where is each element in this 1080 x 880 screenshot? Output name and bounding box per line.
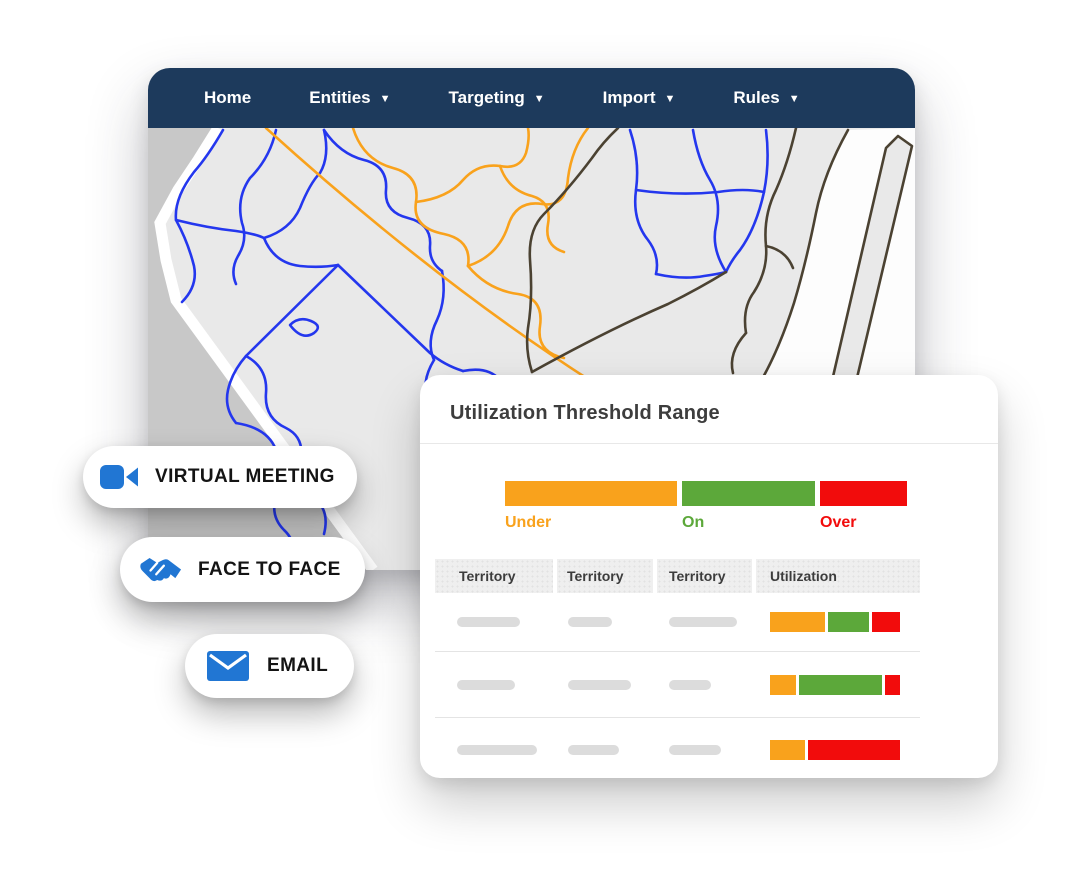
threshold-bar-over (820, 481, 907, 506)
nav-item-targeting[interactable]: Targeting ▼ (449, 88, 545, 108)
chevron-down-icon: ▼ (533, 92, 545, 105)
territory-cell (657, 744, 752, 755)
territory-cell (657, 617, 752, 627)
column-header-territory: Territory (435, 559, 553, 593)
territory-cell (557, 617, 653, 627)
utilization-segment-under (770, 612, 825, 632)
table-row[interactable] (435, 593, 920, 652)
threshold-segment-over: Over (820, 481, 907, 532)
chevron-down-icon: ▼ (664, 92, 676, 105)
nav-item-rules[interactable]: Rules ▼ (733, 88, 799, 108)
handshake-icon (140, 554, 182, 585)
territory-placeholder (457, 744, 537, 755)
utilization-table: Territory Territory Territory Utilization (435, 559, 920, 781)
nav-item-entities[interactable]: Entities ▼ (309, 88, 390, 108)
territory-placeholder (568, 617, 612, 627)
territory-cell (557, 679, 653, 690)
nav-item-import[interactable]: Import ▼ (603, 88, 676, 108)
map-beach (154, 128, 378, 570)
utilization-segment-on (828, 612, 869, 632)
utilization-segment-over (808, 739, 900, 760)
nav-menu: Home Entities ▼ Targeting ▼ Import ▼ Rules ▼ (148, 88, 800, 108)
utilization-bar (770, 739, 920, 760)
utilization-card: Utilization Threshold Range Under On Over … (420, 375, 998, 778)
utilization-segment-on (799, 674, 882, 695)
territory-cell (435, 679, 553, 690)
column-header-utilization: Utilization (756, 559, 920, 593)
utilization-segment-over (885, 674, 900, 695)
utilization-cell (756, 612, 920, 632)
threshold-legend: Under On Over (505, 481, 907, 532)
utilization-segment-under (770, 739, 805, 760)
territory-cell (435, 617, 553, 627)
email-button[interactable]: EMAIL (185, 634, 355, 698)
threshold-bar-on (682, 481, 815, 506)
column-header-territory: Territory (557, 559, 653, 593)
utilization-segment-over (872, 612, 900, 632)
territory-placeholder (669, 679, 711, 690)
territory-lines-east (525, 128, 798, 375)
table-row[interactable] (435, 718, 920, 781)
map-coastline-east (756, 128, 850, 388)
territory-placeholder (457, 617, 520, 627)
utilization-bar (770, 612, 920, 632)
territory-placeholder (568, 744, 619, 755)
threshold-label-on: On (682, 514, 705, 531)
territory-cell (435, 744, 553, 755)
utilization-cell (756, 674, 920, 695)
territory-placeholder (457, 679, 515, 690)
card-divider (420, 443, 998, 444)
territory-placeholder (669, 617, 737, 627)
nav-item-label: Targeting (448, 88, 525, 107)
card-title: Utilization Threshold Range (450, 402, 720, 424)
virtual-meeting-label: VIRTUAL MEETING (155, 466, 335, 487)
territory-cell (557, 744, 653, 755)
table-body (435, 593, 920, 781)
face-to-face-button[interactable]: FACE TO FACE (120, 537, 365, 602)
table-header: Territory Territory Territory Utilization (435, 559, 920, 593)
utilization-cell (756, 739, 920, 760)
envelope-icon (207, 651, 249, 681)
face-to-face-label: FACE TO FACE (198, 558, 341, 580)
column-header-territory: Territory (657, 559, 752, 593)
threshold-segment-on: On (682, 481, 815, 532)
nav-item-label: Rules (733, 88, 780, 107)
territory-cell (657, 679, 752, 690)
threshold-label-over: Over (820, 514, 857, 531)
nav-item-label: Entities (309, 88, 371, 107)
virtual-meeting-button[interactable]: VIRTUAL MEETING (83, 446, 357, 508)
nav-item-label: Home (204, 88, 252, 107)
navbar: Home Entities ▼ Targeting ▼ Import ▼ Rules ▼ (148, 68, 915, 128)
territory-placeholder (669, 744, 721, 755)
utilization-segment-under (770, 674, 796, 695)
nav-item-home[interactable]: Home (204, 88, 251, 108)
chevron-down-icon: ▼ (379, 92, 391, 105)
chevron-down-icon: ▼ (788, 92, 800, 105)
video-camera-icon (100, 463, 140, 491)
threshold-segment-under: Under (505, 481, 677, 532)
territory-placeholder (568, 679, 631, 690)
threshold-bar-under (505, 481, 677, 506)
nav-item-label: Import (602, 88, 656, 107)
table-row[interactable] (435, 652, 920, 718)
utilization-bar (770, 674, 920, 695)
email-label: EMAIL (267, 655, 329, 676)
threshold-label-under: Under (505, 514, 552, 531)
